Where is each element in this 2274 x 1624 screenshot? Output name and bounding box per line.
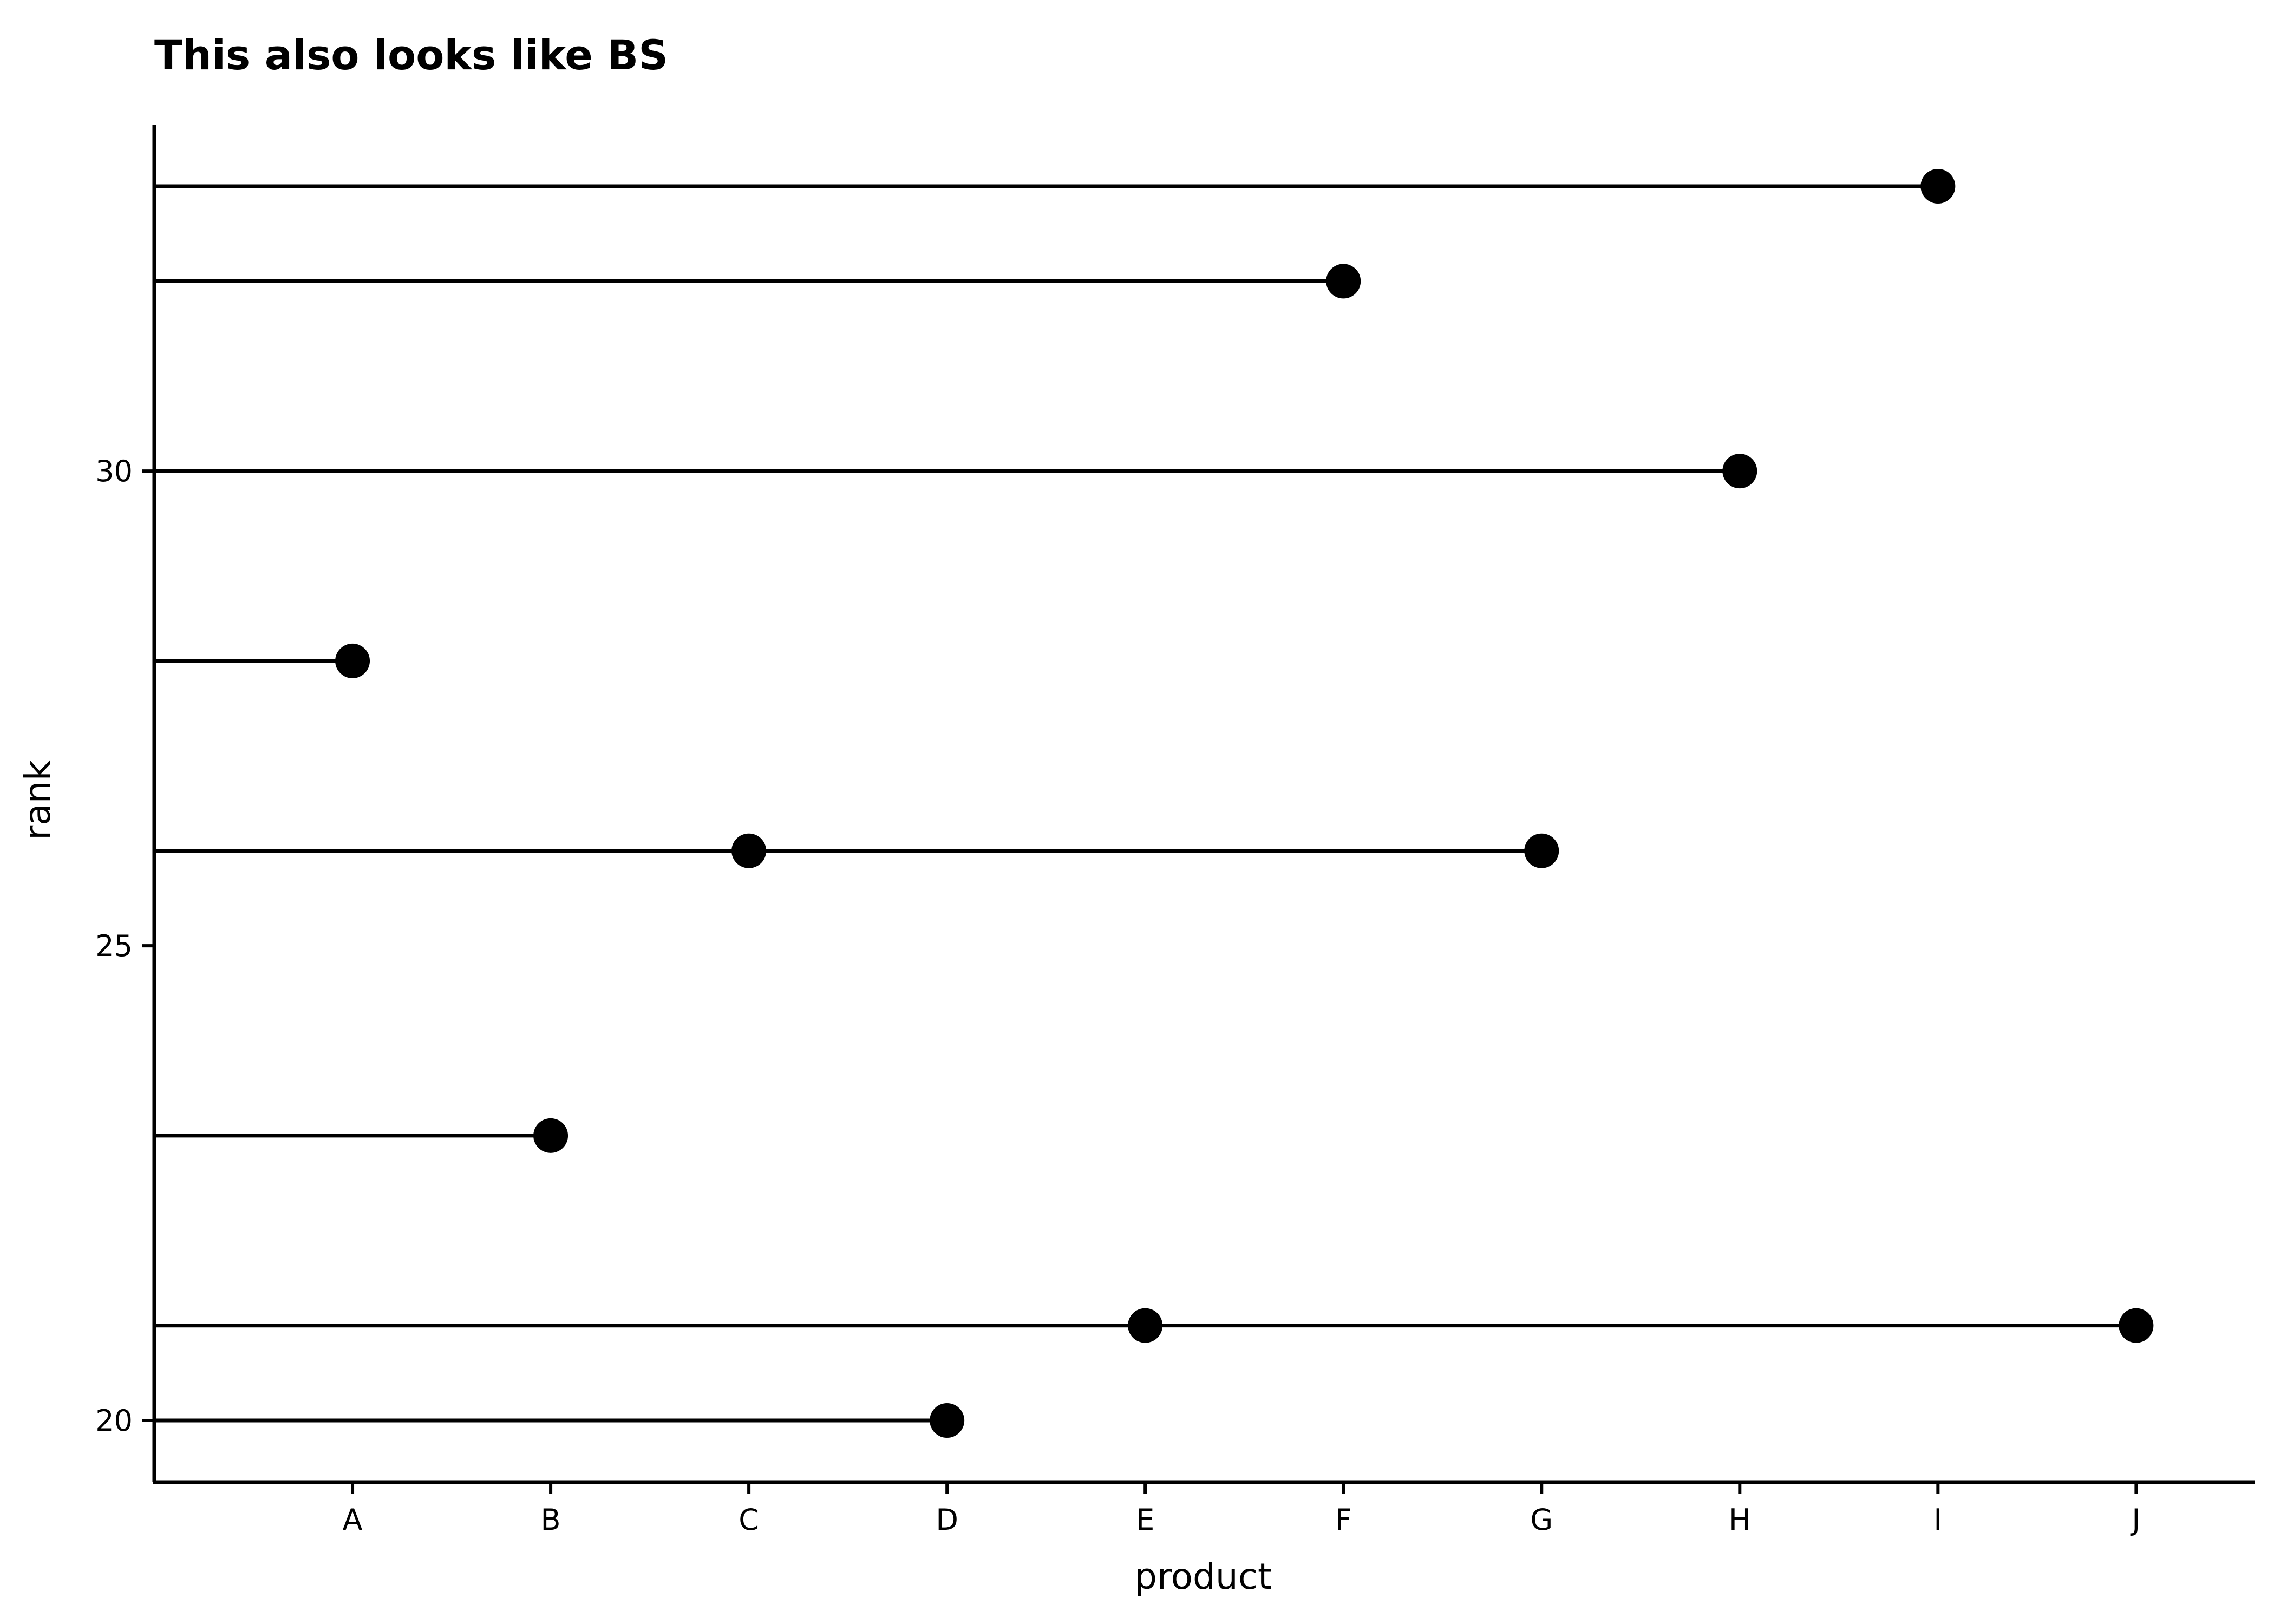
point-I: [1920, 169, 1956, 204]
point-E: [1128, 1308, 1163, 1343]
point-A: [335, 643, 370, 678]
y-axis-ticks: 20 25 30: [95, 454, 154, 1438]
y-tick-label-20: 20: [95, 1404, 133, 1438]
x-tick-label-I: I: [1933, 1503, 1942, 1537]
x-tick-label-D: D: [936, 1503, 958, 1537]
y-tick-label-30: 30: [95, 454, 133, 488]
points-layer: [335, 169, 2154, 1438]
chart-title: This also looks like BS: [154, 31, 668, 79]
stems-layer: [154, 184, 2136, 1423]
x-axis-label: product: [1134, 1556, 1272, 1597]
x-tick-label-G: G: [1530, 1503, 1553, 1537]
point-C: [731, 833, 767, 868]
point-F: [1326, 264, 1361, 299]
x-tick-label-C: C: [739, 1503, 759, 1537]
y-axis-label: rank: [17, 759, 58, 840]
x-tick-label-A: A: [343, 1503, 363, 1537]
point-G: [1524, 833, 1559, 868]
point-B: [533, 1118, 568, 1153]
x-tick-label-B: B: [541, 1503, 561, 1537]
point-H: [1722, 454, 1757, 489]
x-tick-label-J: J: [2130, 1503, 2140, 1537]
x-tick-label-F: F: [1335, 1503, 1352, 1537]
x-axis-ticks: A B C D E F G H I J: [343, 1482, 2140, 1537]
x-tick-label-H: H: [1729, 1503, 1751, 1537]
point-J: [2119, 1308, 2154, 1343]
x-tick-label-E: E: [1136, 1503, 1154, 1537]
point-D: [930, 1403, 965, 1438]
y-tick-label-25: 25: [95, 929, 133, 963]
